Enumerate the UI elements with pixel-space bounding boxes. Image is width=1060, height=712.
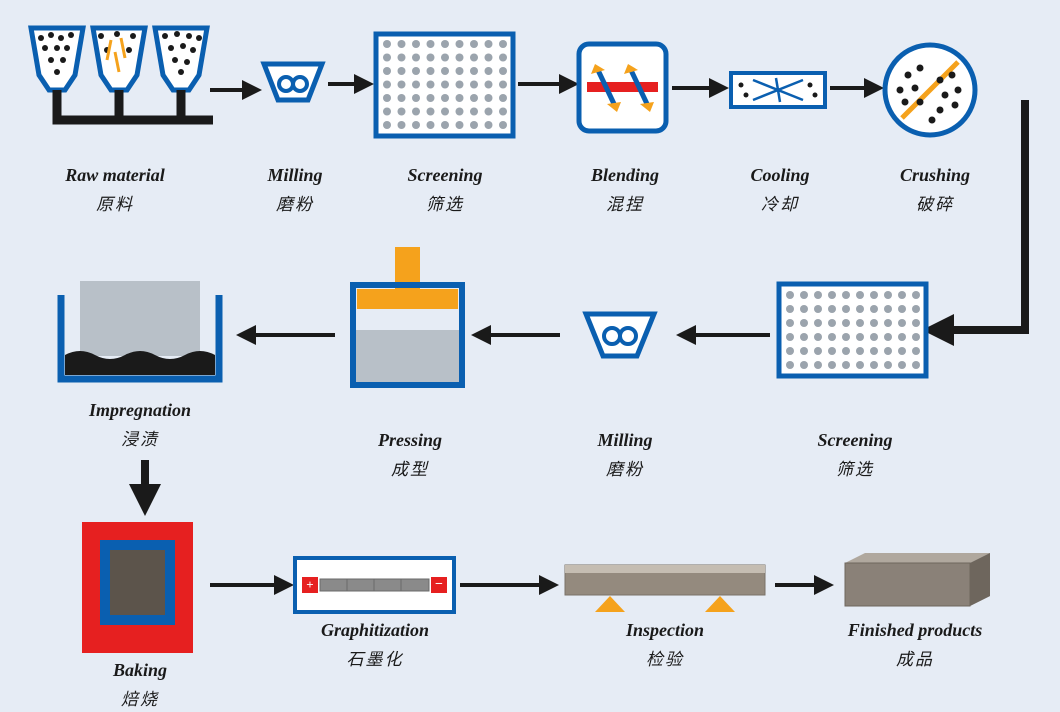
- label-screening2: Screening 筛选: [800, 430, 910, 480]
- label-cn: 原料: [40, 190, 190, 215]
- label-inspection: Inspection 检验: [610, 620, 720, 670]
- label-cn: 检验: [610, 645, 720, 670]
- label-cn: 石墨化: [305, 645, 445, 670]
- label-baking: Baking 焙烧: [95, 660, 185, 710]
- label-en: Screening: [800, 430, 910, 451]
- stage-crushing: [880, 40, 980, 140]
- stage-raw-material: [20, 20, 220, 150]
- label-cn: 成型: [360, 455, 460, 480]
- label-finished: Finished products 成品: [830, 620, 1000, 670]
- label-en: Baking: [95, 660, 185, 681]
- stage-baking: [80, 520, 195, 655]
- crusher-icon: [880, 40, 980, 140]
- label-en: Crushing: [885, 165, 985, 186]
- stage-milling2: [580, 308, 660, 364]
- label-cn: 冷却: [740, 190, 820, 215]
- label-cn: 破碎: [885, 190, 985, 215]
- graphite-icon: + −: [292, 555, 457, 615]
- label-cn: 磨粉: [250, 190, 340, 215]
- label-en: Finished products: [830, 620, 1000, 641]
- screen-icon: [775, 280, 930, 380]
- label-en: Inspection: [610, 620, 720, 641]
- label-cn: 浸渍: [70, 425, 210, 450]
- mill-icon: [580, 308, 660, 364]
- label-raw-material: Raw material 原料: [40, 165, 190, 215]
- cooler-icon: [728, 70, 828, 110]
- label-en: Impregnation: [70, 400, 210, 421]
- stage-cooling: [728, 70, 828, 110]
- label-en: Pressing: [360, 430, 460, 451]
- stage-blending: [575, 40, 670, 135]
- press-icon: [345, 245, 470, 390]
- svg-text:+: +: [306, 577, 313, 592]
- label-en: Blending: [575, 165, 675, 186]
- stage-impregnation: [55, 275, 225, 385]
- label-blending: Blending 混捏: [575, 165, 675, 215]
- label-cn: 磨粉: [580, 455, 670, 480]
- label-crushing: Crushing 破碎: [885, 165, 985, 215]
- stage-pressing: [345, 245, 470, 390]
- label-pressing: Pressing 成型: [360, 430, 460, 480]
- label-cn: 焙烧: [95, 685, 185, 710]
- screen-icon: [372, 30, 517, 140]
- label-cn: 筛选: [800, 455, 910, 480]
- stage-inspection: [560, 560, 770, 615]
- stage-finished: [835, 548, 995, 613]
- label-cn: 混捏: [575, 190, 675, 215]
- label-milling1: Milling 磨粉: [250, 165, 340, 215]
- label-impregnation: Impregnation 浸渍: [70, 400, 210, 450]
- impregnate-icon: [55, 275, 225, 385]
- stage-graphitization: + −: [292, 555, 457, 615]
- stage-milling1: [258, 58, 328, 108]
- label-cooling: Cooling 冷却: [740, 165, 820, 215]
- product-icon: [835, 548, 995, 613]
- stage-screening1: [372, 30, 517, 140]
- label-en: Milling: [250, 165, 340, 186]
- label-cn: 筛选: [390, 190, 500, 215]
- stage-screening2: [775, 280, 930, 380]
- bake-icon: [80, 520, 195, 655]
- label-cn: 成品: [830, 645, 1000, 670]
- inspect-icon: [560, 560, 770, 615]
- label-en: Raw material: [40, 165, 190, 186]
- svg-text:−: −: [435, 577, 443, 592]
- label-screening1: Screening 筛选: [390, 165, 500, 215]
- mill-icon: [258, 58, 328, 108]
- label-en: Milling: [580, 430, 670, 451]
- hoppers-icon: [20, 20, 220, 150]
- label-en: Screening: [390, 165, 500, 186]
- blender-icon: [575, 40, 670, 135]
- label-en: Cooling: [740, 165, 820, 186]
- label-en: Graphitization: [305, 620, 445, 641]
- label-graphitization: Graphitization 石墨化: [305, 620, 445, 670]
- label-milling2: Milling 磨粉: [580, 430, 670, 480]
